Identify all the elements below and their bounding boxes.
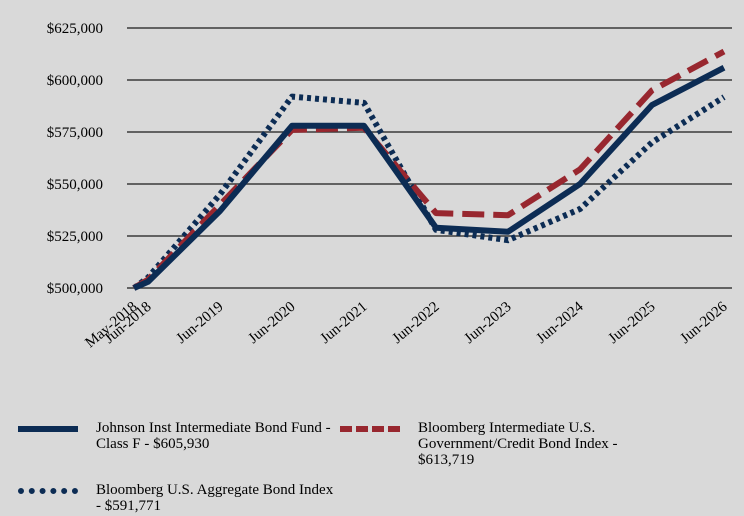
y-tick-label: $600,000 bbox=[47, 73, 103, 89]
x-tick-label: Jun-2020 bbox=[246, 299, 299, 347]
series-line-dashed bbox=[132, 48, 726, 291]
y-tick-label: $625,000 bbox=[47, 21, 103, 37]
series-lines bbox=[132, 48, 726, 291]
x-tick-label: Jun-2019 bbox=[174, 299, 227, 347]
legend-item-fund: Johnson Inst Intermediate Bond Fund - Cl… bbox=[18, 420, 338, 452]
gridlines bbox=[127, 27, 732, 289]
y-axis-tick-labels: $500,000 $525,000 $550,000 $575,000 $600,000… bbox=[47, 21, 103, 297]
legend-swatch-fund bbox=[18, 426, 78, 432]
x-tick-label: Jun-2024 bbox=[534, 298, 587, 346]
x-tick-label: Jun-2022 bbox=[390, 299, 443, 347]
x-tick-label: Jun-2026 bbox=[678, 298, 731, 346]
legend-swatch-aggregate-index bbox=[18, 488, 78, 494]
y-tick-label: $550,000 bbox=[47, 177, 103, 193]
legend-label-fund: Johnson Inst Intermediate Bond Fund - Cl… bbox=[96, 420, 331, 452]
y-tick-label: $500,000 bbox=[47, 281, 103, 297]
x-tick-label: Jun-2023 bbox=[462, 299, 515, 347]
y-tick-label: $525,000 bbox=[47, 229, 103, 245]
legend-item-intermediate-index: Bloomberg Intermediate U.S. Government/C… bbox=[340, 420, 670, 468]
y-tick-label: $575,000 bbox=[47, 125, 103, 141]
legend-item-aggregate-index: Bloomberg U.S. Aggregate Bond Index - $5… bbox=[18, 482, 338, 514]
x-tick-label: Jun-2025 bbox=[606, 299, 659, 347]
series-line-solid bbox=[132, 65, 726, 291]
x-tick-label: Jun-2021 bbox=[318, 299, 371, 347]
legend-label-aggregate-index: Bloomberg U.S. Aggregate Bond Index - $5… bbox=[96, 482, 334, 514]
legend-swatch-intermediate-index bbox=[340, 426, 400, 432]
legend-label-intermediate-index: Bloomberg Intermediate U.S. Government/C… bbox=[418, 420, 618, 468]
